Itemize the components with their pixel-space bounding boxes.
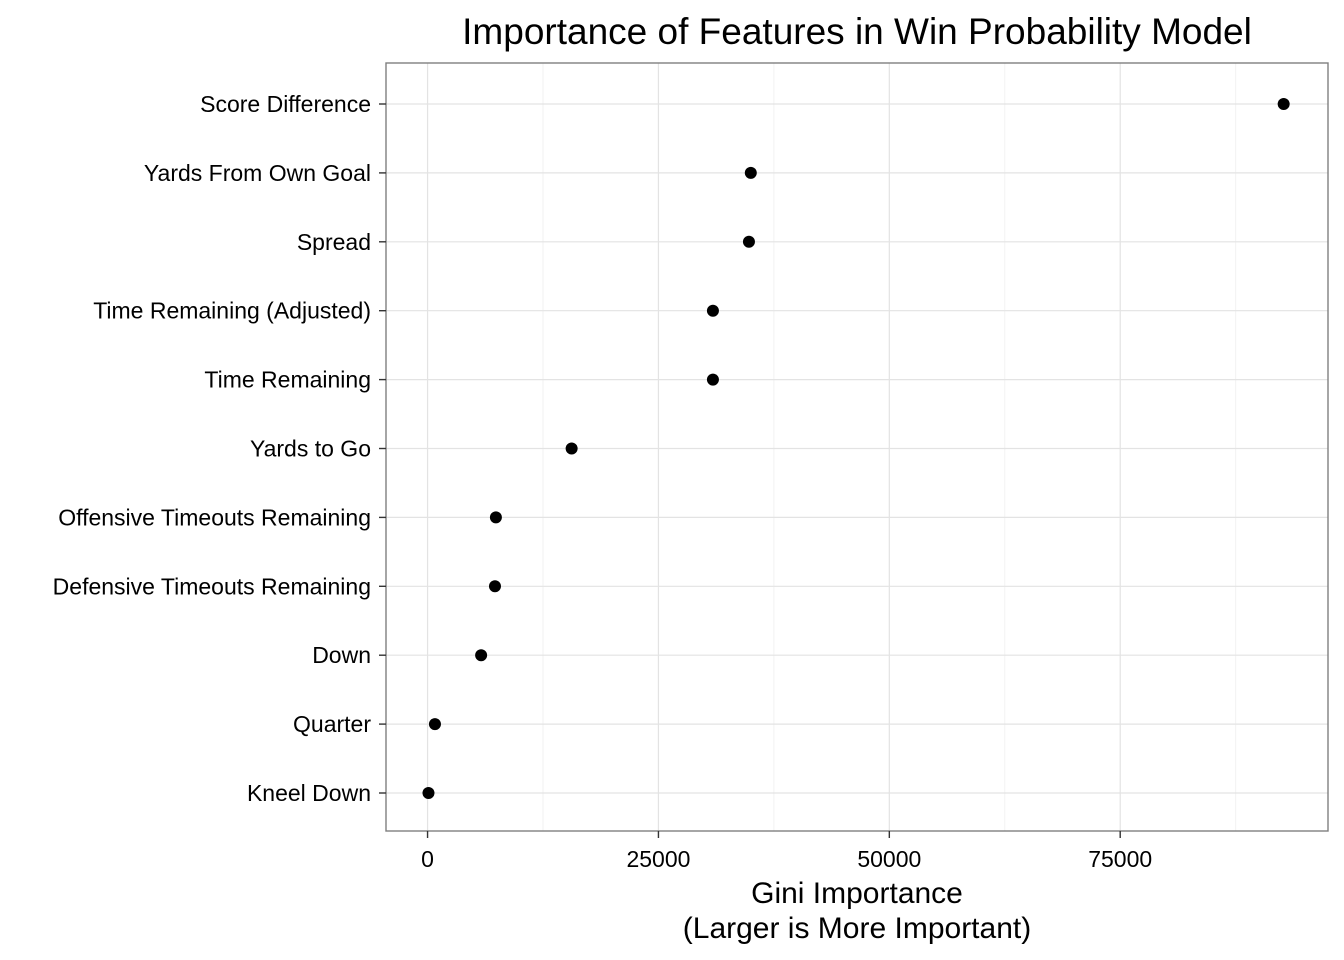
x-tick-label: 25000 [626,846,690,872]
x-axis-title: Gini Importance [751,877,963,910]
y-tick-label: Down [312,642,371,668]
y-tick-label: Quarter [293,711,371,737]
y-tick-label: Kneel Down [247,780,371,806]
data-point [422,787,435,799]
data-point [744,166,757,179]
chart-title: Importance of Features in Win Probabilit… [462,11,1252,52]
data-point [1277,98,1290,110]
data-point [428,718,441,731]
x-tick-label: 0 [421,846,434,872]
major-gridlines [386,63,1328,831]
y-tick-label: Spread [297,229,371,255]
y-tick-label: Defensive Timeouts Remaining [53,573,371,599]
plot-panel-background [386,63,1328,831]
x-axis-title-line-2: (Larger is More Important) [683,912,1031,945]
data-point [706,373,719,386]
data-point [565,442,578,455]
data-points [422,98,1290,799]
plot-panel-border [385,62,1329,832]
data-point [489,511,502,524]
y-tick-label: Time Remaining [204,367,371,393]
data-point [742,235,755,248]
data-point [706,304,719,317]
y-tick-label: Offensive Timeouts Remaining [58,504,371,530]
y-axis: Score Difference Yards From Own Goal Sprea… [53,91,386,806]
data-point [488,580,501,593]
minor-gridlines [542,63,1237,831]
data-point [475,649,488,662]
y-tick-label: Score Difference [200,91,371,117]
y-tick-label: Yards to Go [250,436,371,462]
x-axis: 0 25000 50000 75000 [421,831,1152,872]
x-tick-label: 50000 [857,846,921,872]
y-tick-label: Yards From Own Goal [144,160,371,186]
y-tick-label: Time Remaining (Adjusted) [93,298,371,324]
x-tick-label: 75000 [1088,846,1152,872]
